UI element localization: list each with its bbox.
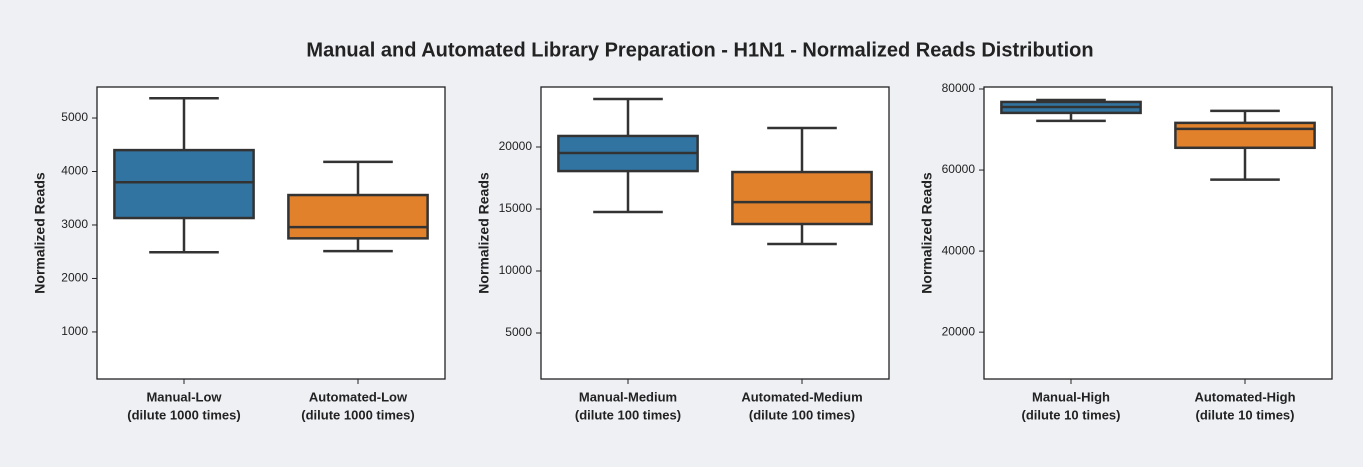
y-tick-label: 4000 (61, 164, 88, 178)
x-tick-label: Manual-Medium (579, 389, 677, 404)
plot-area (540, 86, 890, 380)
y-tick-label: 5000 (61, 110, 88, 124)
x-tick-label: Automated-High (1194, 389, 1295, 404)
box (113, 148, 255, 220)
x-tick-label: (dilute 10 times) (1196, 407, 1295, 422)
y-tick-label: 20000 (499, 139, 533, 153)
y-tick-label: 1000 (61, 324, 88, 338)
figure-title: Manual and Automated Library Preparation… (306, 39, 1093, 61)
y-axis-label: Normalized Reads (476, 172, 492, 294)
x-tick-label: (dilute 1000 times) (301, 407, 414, 422)
box (1174, 121, 1316, 150)
x-tick-label: Automated-Low (309, 389, 408, 404)
y-axis-label: Normalized Reads (919, 172, 935, 294)
x-tick-label: (dilute 100 times) (575, 407, 681, 422)
y-tick-label: 3000 (61, 217, 88, 231)
x-tick-label: (dilute 10 times) (1022, 407, 1121, 422)
x-tick-label: Automated-Medium (741, 389, 862, 404)
y-tick-label: 15000 (499, 201, 533, 215)
y-tick-label: 2000 (61, 271, 88, 285)
y-axis-label: Normalized Reads (32, 172, 48, 294)
y-tick-label: 20000 (942, 324, 976, 338)
x-tick-label: (dilute 100 times) (749, 407, 855, 422)
y-tick-label: 60000 (942, 162, 976, 176)
box (287, 193, 429, 240)
y-tick-label: 80000 (942, 81, 976, 95)
x-tick-label: Manual-Low (146, 389, 222, 404)
x-tick-label: Manual-High (1032, 389, 1110, 404)
y-tick-label: 10000 (499, 263, 533, 277)
y-tick-label: 5000 (505, 325, 532, 339)
box (731, 170, 873, 226)
y-tick-label: 40000 (942, 243, 976, 257)
x-tick-label: (dilute 1000 times) (127, 407, 240, 422)
